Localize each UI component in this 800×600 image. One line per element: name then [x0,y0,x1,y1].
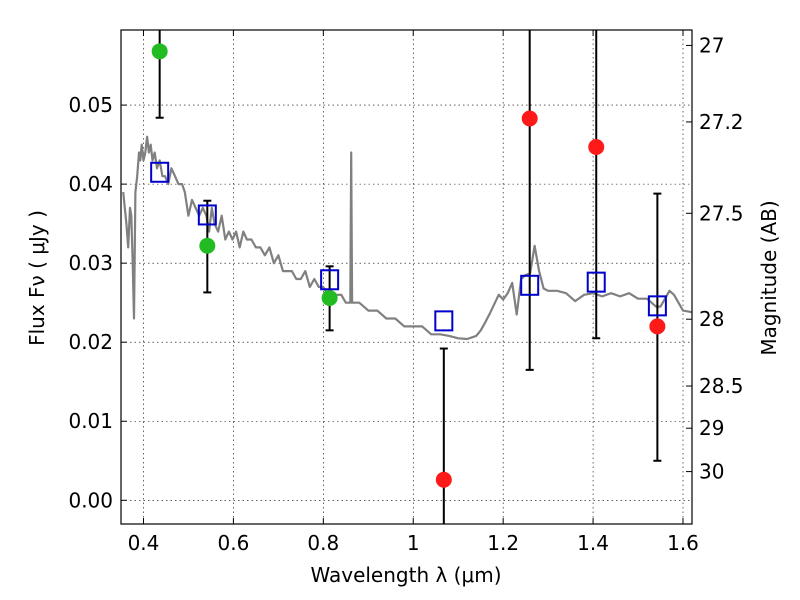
x-tick-label: 0.6 [217,531,249,555]
model-photometry-square [434,310,454,332]
mag-tick-label: 27.2 [699,110,744,134]
green-point [321,289,338,306]
y-tick-label: 0.03 [68,251,113,275]
x-tick-label: 1.4 [577,531,609,555]
mag-tick-label: 29 [699,416,724,440]
x-tick-label: 1 [407,531,420,555]
y-tick-label: 0.01 [68,409,113,433]
green-point [151,43,168,60]
mag-tick-label: 27 [699,33,724,57]
red-point [435,471,452,488]
plot-area [122,30,692,524]
model-photometry-square [586,271,606,293]
green-point [199,237,216,254]
mag-tick-label: 28 [699,307,724,331]
red-point [521,110,538,127]
grid-lines [121,30,692,524]
model-photometry-square [197,204,217,226]
mag-tick-label: 27.5 [699,201,744,225]
model-spectrum-line [122,135,692,341]
axis-ticks: 0.4 0.6 0.8 1 1.2 1.4 1.6 0.00 0.01 0.02 0.03 0.04 0… [68,30,744,555]
red-point [588,138,605,155]
x-tick-label: 0.8 [307,531,339,555]
y-tick-label: 0.02 [68,330,113,354]
model-photometry-square [647,295,667,317]
mag-tick-label: 30 [699,460,724,484]
red-point [649,318,666,335]
plot-frame [120,29,693,525]
model-photometry-square [520,274,540,296]
x-tick-label: 1.2 [487,531,519,555]
right-axis-label: Magnitude (AB) [757,200,781,355]
x-tick-label: 0.4 [128,531,160,555]
x-tick-label: 1.6 [667,531,699,555]
y-tick-label: 0.05 [68,93,113,117]
y-tick-label: 0.00 [68,488,113,512]
y-tick-label: 0.04 [68,172,113,196]
model-photometry-square [320,269,340,291]
x-axis-label: Wavelength λ (μm) [310,563,501,587]
mag-tick-label: 28.5 [699,374,744,398]
y-axis-label: Flux Fν ( μJy ) [25,210,49,346]
plot-series [122,30,692,524]
model-photometry-square [150,161,170,183]
